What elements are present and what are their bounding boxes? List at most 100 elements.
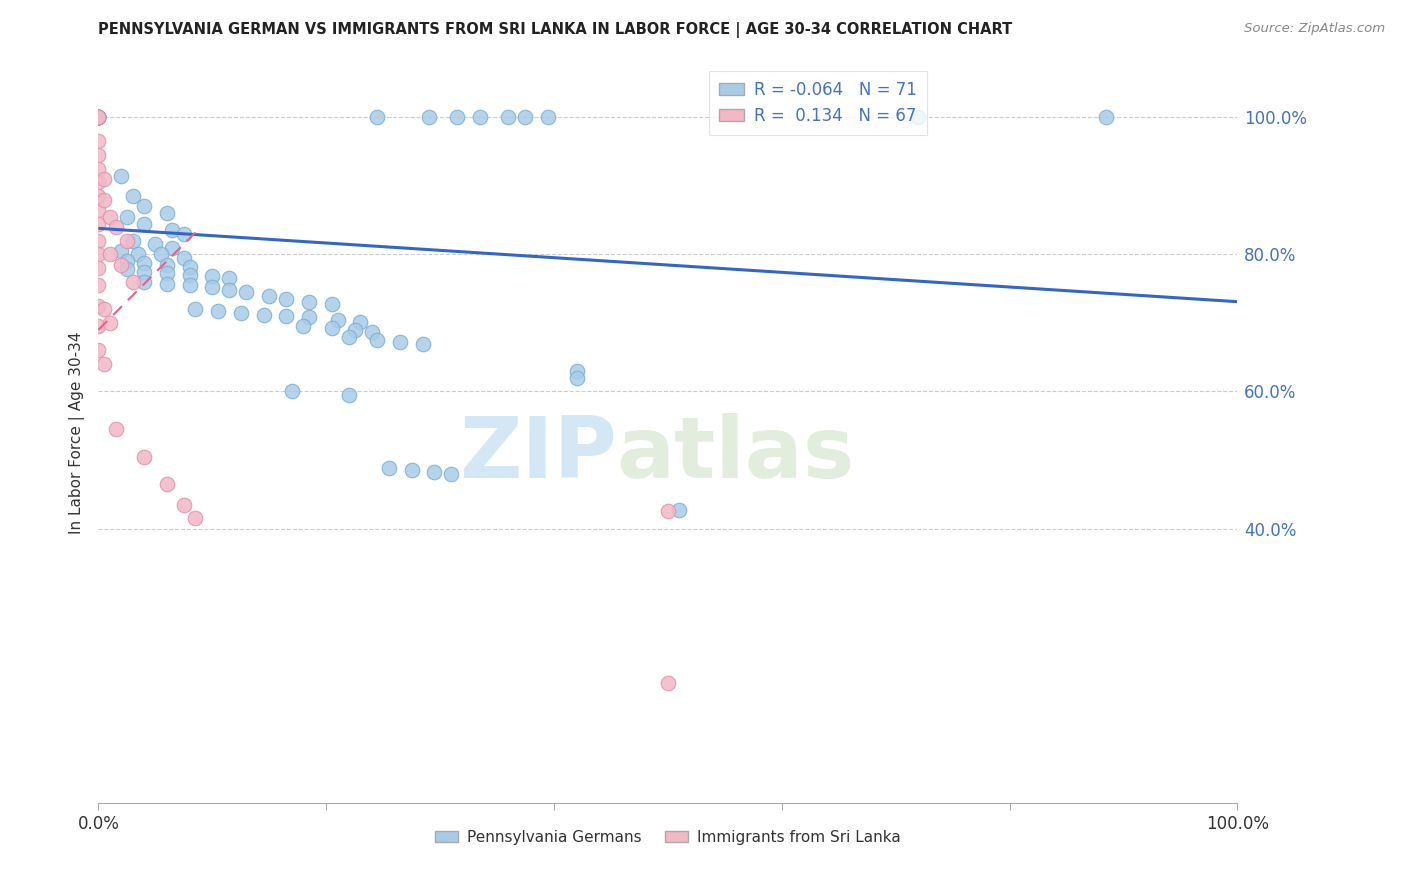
Point [366, 110, 388, 124]
Text: ZIP: ZIP [458, 413, 617, 496]
Point [179, 268, 201, 282]
Point [179, 260, 201, 274]
Point [93, 193, 115, 207]
Point [87, 110, 110, 124]
Point [132, 450, 155, 464]
Point [292, 319, 315, 334]
Point [93, 302, 115, 317]
Point [156, 477, 179, 491]
Point [87, 110, 110, 124]
Point [321, 321, 343, 335]
Point [537, 110, 560, 124]
Point [162, 240, 184, 255]
Point [87, 217, 110, 231]
Text: Source: ZipAtlas.com: Source: ZipAtlas.com [1244, 22, 1385, 36]
Point [132, 256, 155, 270]
Point [657, 504, 679, 518]
Point [349, 315, 371, 329]
Point [121, 234, 143, 248]
Point [173, 251, 195, 265]
Point [87, 175, 110, 189]
Point [87, 319, 110, 334]
Point [907, 110, 929, 124]
Point [93, 172, 115, 186]
Point [281, 384, 304, 399]
Point [156, 266, 179, 280]
Point [87, 110, 110, 124]
Point [87, 234, 110, 248]
Point [132, 264, 155, 278]
Point [156, 258, 179, 272]
Point [156, 277, 179, 291]
Point [98, 247, 121, 261]
Point [412, 336, 434, 351]
Point [115, 254, 138, 268]
Point [110, 169, 132, 183]
Point [668, 503, 690, 517]
Point [401, 463, 423, 477]
Point [121, 189, 143, 203]
Point [389, 335, 412, 350]
Point [259, 288, 281, 302]
Point [337, 329, 360, 343]
Point [201, 280, 224, 294]
Point [366, 333, 388, 347]
Point [132, 199, 155, 213]
Point [150, 247, 173, 261]
Point [343, 323, 366, 337]
Point [565, 371, 588, 385]
Point [218, 283, 240, 297]
Point [498, 110, 520, 124]
Point [87, 110, 110, 124]
Point [87, 202, 110, 217]
Point [423, 465, 446, 479]
Point [104, 422, 127, 436]
Point [252, 308, 274, 322]
Point [115, 210, 138, 224]
Point [127, 247, 149, 261]
Point [162, 223, 184, 237]
Point [276, 292, 298, 306]
Point [87, 189, 110, 203]
Point [440, 467, 463, 481]
Point [337, 388, 360, 402]
Point [93, 357, 115, 371]
Point [87, 110, 110, 124]
Legend: Pennsylvania Germans, Immigrants from Sri Lanka: Pennsylvania Germans, Immigrants from Sr… [429, 823, 907, 851]
Point [276, 309, 298, 323]
Point [87, 110, 110, 124]
Point [98, 210, 121, 224]
Point [418, 110, 440, 124]
Point [110, 244, 132, 258]
Point [87, 110, 110, 124]
Point [87, 110, 110, 124]
Point [201, 269, 224, 284]
Point [657, 676, 679, 690]
Point [87, 278, 110, 293]
Point [207, 303, 229, 318]
Point [104, 219, 127, 234]
Point [218, 271, 240, 285]
Point [321, 297, 343, 311]
Text: PENNSYLVANIA GERMAN VS IMMIGRANTS FROM SRI LANKA IN LABOR FORCE | AGE 30-34 CORR: PENNSYLVANIA GERMAN VS IMMIGRANTS FROM S… [98, 22, 1012, 38]
Point [565, 364, 588, 378]
Point [115, 234, 138, 248]
Point [87, 148, 110, 162]
Point [87, 247, 110, 261]
Point [87, 110, 110, 124]
Point [121, 275, 143, 289]
Point [87, 299, 110, 313]
Point [378, 461, 401, 475]
Point [87, 161, 110, 176]
Point [179, 278, 201, 293]
Point [98, 316, 121, 330]
Point [446, 110, 468, 124]
Point [87, 134, 110, 148]
Point [115, 262, 138, 277]
Point [184, 511, 207, 525]
Point [1095, 110, 1118, 124]
Text: atlas: atlas [617, 413, 855, 496]
Point [235, 285, 257, 299]
Point [110, 258, 132, 272]
Y-axis label: In Labor Force | Age 30-34: In Labor Force | Age 30-34 [69, 331, 84, 534]
